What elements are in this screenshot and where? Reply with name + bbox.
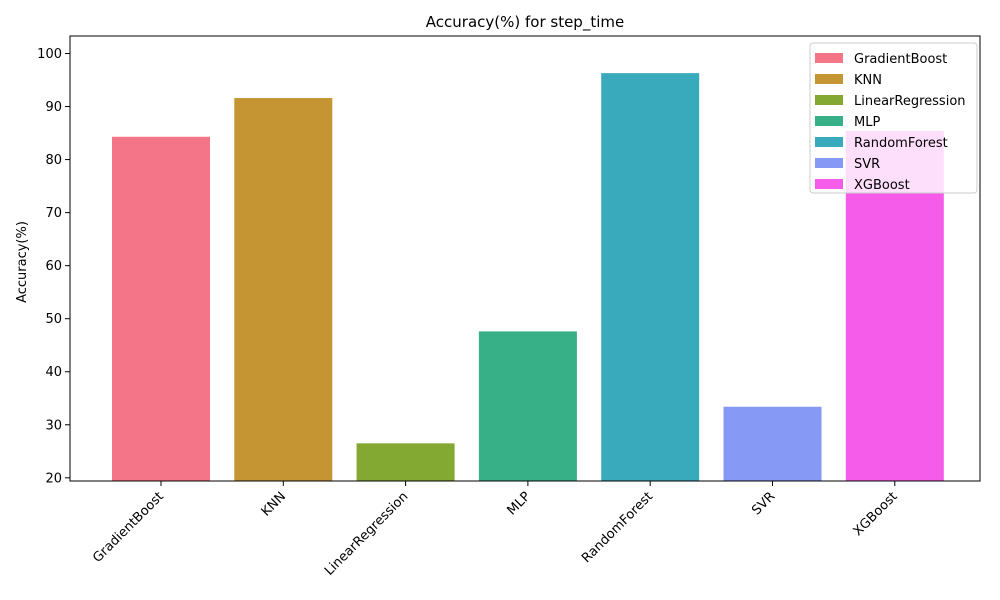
legend-label: RandomForest — [854, 136, 948, 151]
y-tick-label: 70 — [45, 206, 62, 221]
chart-title: Accuracy(%) for step_time — [426, 13, 624, 32]
legend-swatch — [815, 116, 843, 126]
x-tick-label: KNN — [259, 489, 289, 519]
bars-group — [112, 73, 944, 482]
x-tick-label: RandomForest — [579, 489, 656, 566]
legend: GradientBoost KNN LinearRegression MLP Rando… — [809, 42, 978, 194]
legend-label: SVR — [854, 157, 880, 172]
y-tick-label: 60 — [45, 259, 62, 274]
bar-mlp — [478, 331, 577, 481]
y-tick-label: 30 — [45, 418, 62, 433]
y-tick-label: 50 — [45, 312, 62, 327]
y-tick-label: 20 — [45, 471, 62, 486]
legend-swatch — [815, 158, 843, 168]
legend-label: XGBoost — [854, 178, 910, 193]
legend-label: GradientBoost — [854, 52, 947, 67]
x-tick-label: XGBoost — [851, 489, 901, 539]
legend-swatch — [815, 95, 843, 105]
y-tick-label: 100 — [37, 47, 62, 62]
y-axis: 20 30 40 50 60 70 80 90 100 — [37, 47, 70, 486]
legend-swatch — [815, 53, 843, 63]
x-tick-label: GradientBoost — [90, 489, 167, 566]
legend-label: KNN — [854, 73, 882, 88]
legend-swatch — [815, 74, 843, 84]
y-axis-label: Accuracy(%) — [15, 221, 30, 303]
legend-box — [809, 42, 978, 194]
legend-swatch — [815, 179, 843, 189]
bar-linearregression — [356, 443, 455, 481]
x-tick-label: MLP — [505, 489, 534, 518]
y-tick-label: 80 — [45, 153, 62, 168]
plot-frame — [69, 35, 981, 482]
y-tick-label: 90 — [45, 100, 62, 115]
x-tick-label: SVR — [749, 489, 778, 518]
bar-knn — [234, 98, 333, 481]
x-axis: GradientBoost KNN LinearRegression MLP Rando… — [90, 481, 901, 579]
bar-svr — [723, 406, 822, 481]
legend-label: MLP — [854, 115, 880, 130]
legend-swatch — [815, 137, 843, 147]
bar-gradientboost — [112, 136, 210, 482]
legend-label: LinearRegression — [854, 94, 966, 109]
y-tick-label: 40 — [45, 365, 62, 380]
x-tick-label: LinearRegression — [322, 489, 411, 578]
bar-randomforest — [601, 73, 700, 481]
